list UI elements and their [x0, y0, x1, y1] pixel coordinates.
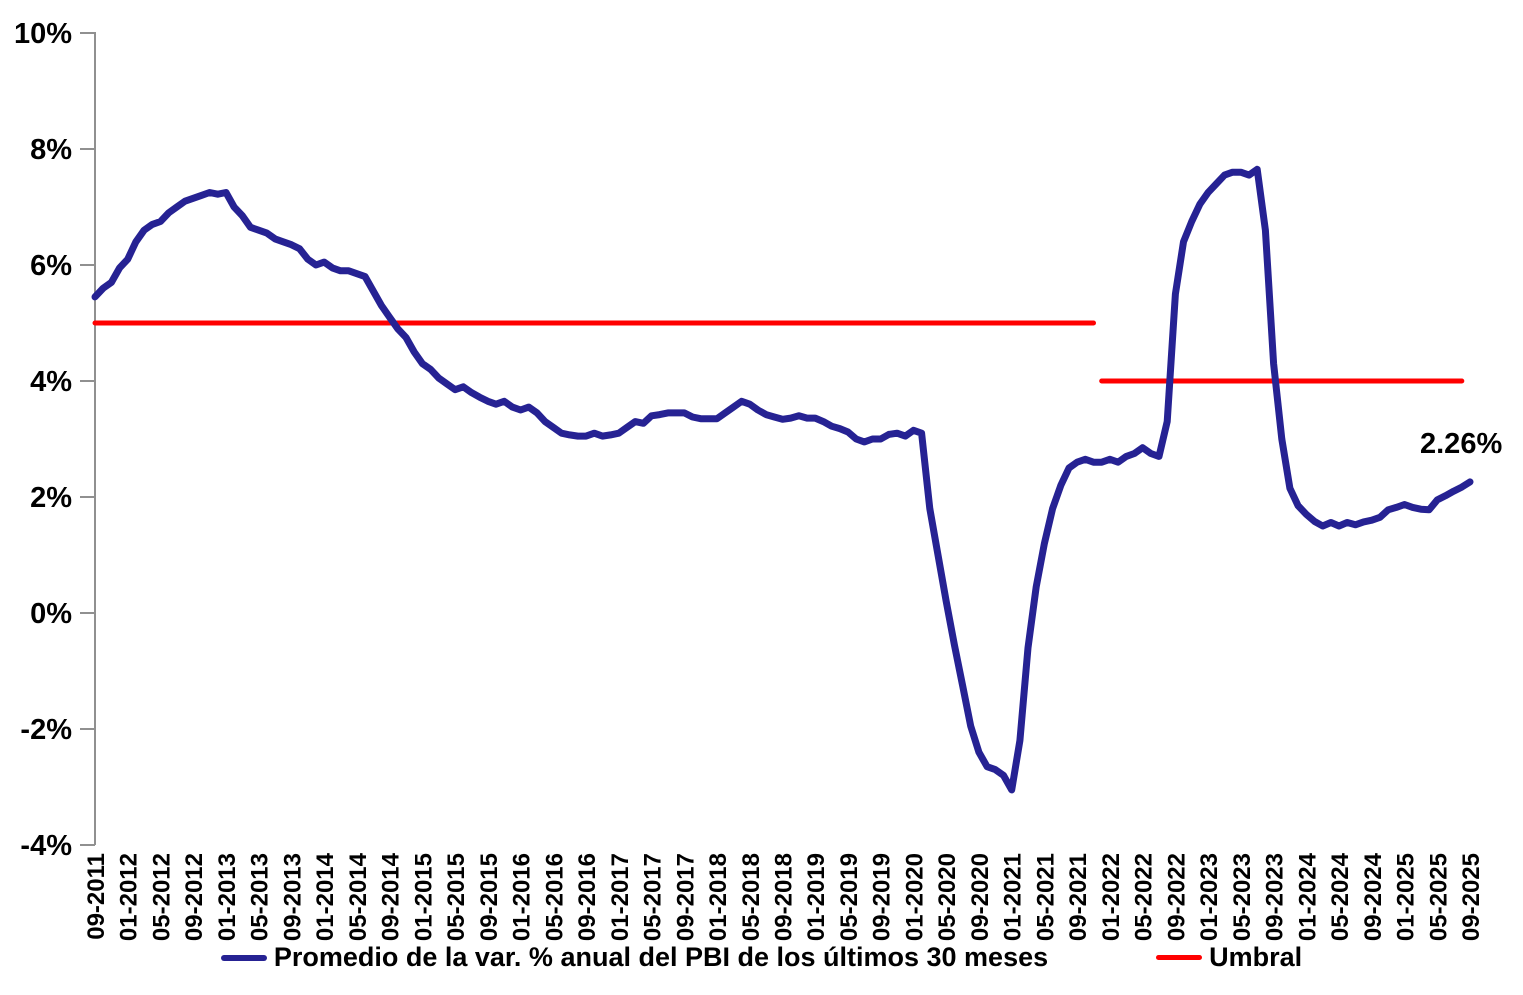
x-axis-label: 05-2017 — [640, 853, 667, 941]
y-axis-label: 6% — [30, 250, 72, 282]
x-axis-label: 09-2024 — [1360, 852, 1387, 941]
x-axis-label: 01-2025 — [1393, 853, 1420, 941]
x-axis-label: 09-2019 — [869, 853, 896, 941]
x-axis-label: 05-2014 — [345, 852, 372, 941]
x-axis-label: 09-2017 — [672, 853, 699, 941]
y-axis-label: 0% — [30, 598, 72, 630]
x-axis-label: 01-2023 — [1196, 853, 1223, 941]
legend-item-series: Promedio de la var. % anual del PBI de l… — [220, 942, 1049, 973]
x-axis-label: 01-2014 — [312, 852, 339, 941]
x-axis-label: 05-2015 — [443, 853, 470, 941]
x-axis-label: 01-2017 — [607, 853, 634, 941]
y-axis-label: 4% — [30, 366, 72, 398]
x-axis-label: 01-2016 — [509, 853, 536, 941]
x-axis-label: 09-2023 — [1262, 853, 1289, 941]
gdp-average-series-line — [91, 165, 1474, 794]
x-axis-label: 05-2021 — [1032, 853, 1059, 941]
x-axis-label: 09-2022 — [1163, 853, 1190, 941]
x-axis-label: 09-2021 — [1065, 853, 1092, 941]
x-axis-label: 09-2011 — [83, 853, 110, 940]
x-axis-label: 01-2015 — [410, 853, 437, 941]
x-axis-label: 09-2020 — [967, 853, 994, 941]
series-line-swatch — [220, 954, 267, 961]
y-axis-label: 10% — [14, 18, 72, 50]
x-axis-label: 01-2024 — [1294, 852, 1321, 941]
x-axis-label: 05-2016 — [541, 853, 568, 941]
x-axis-label: 05-2012 — [148, 853, 175, 941]
series-legend-label: Promedio de la var. % anual del PBI de l… — [273, 942, 1049, 972]
umbral-legend-label: Umbral — [1209, 942, 1303, 972]
x-axis-label: 01-2022 — [1098, 853, 1125, 941]
x-axis-label: 09-2012 — [181, 853, 208, 941]
y-axis-label: -2% — [20, 714, 72, 746]
umbral-line-swatch — [1156, 955, 1203, 960]
x-axis-label: 09-2015 — [476, 853, 503, 941]
end-value-label: 2.26% — [1420, 428, 1503, 460]
legend: Promedio de la var. % anual del PBI de l… — [0, 942, 1523, 973]
x-axis-label: 05-2024 — [1327, 852, 1354, 941]
x-axis-label: 05-2022 — [1131, 853, 1158, 941]
x-axis-label: 09-2025 — [1458, 853, 1485, 941]
y-axis-label: 8% — [30, 134, 72, 166]
x-axis-label: 05-2013 — [247, 853, 274, 941]
x-axis-label: 01-2020 — [901, 853, 928, 941]
y-axis-label: 2% — [30, 482, 72, 514]
x-axis-label: 05-2023 — [1229, 853, 1256, 941]
x-axis-label: 01-2012 — [116, 853, 143, 941]
x-axis-label: 09-2016 — [574, 853, 601, 941]
x-axis-label: 01-2018 — [705, 853, 732, 941]
x-axis-label: 05-2019 — [836, 853, 863, 941]
x-axis-label: 09-2018 — [771, 853, 798, 941]
y-axis-label: -4% — [20, 830, 72, 862]
x-axis-label: 01-2019 — [803, 853, 830, 941]
x-axis-label: 05-2018 — [738, 853, 765, 941]
x-axis-label: 01-2013 — [214, 853, 241, 941]
x-axis-label: 05-2025 — [1425, 853, 1452, 941]
x-axis-label: 09-2014 — [378, 852, 405, 941]
legend-item-umbral: Umbral — [1156, 942, 1302, 973]
x-axis-label: 09-2013 — [279, 853, 306, 941]
x-axis-label: 05-2020 — [934, 853, 961, 941]
x-axis-label: 01-2021 — [1000, 853, 1027, 941]
